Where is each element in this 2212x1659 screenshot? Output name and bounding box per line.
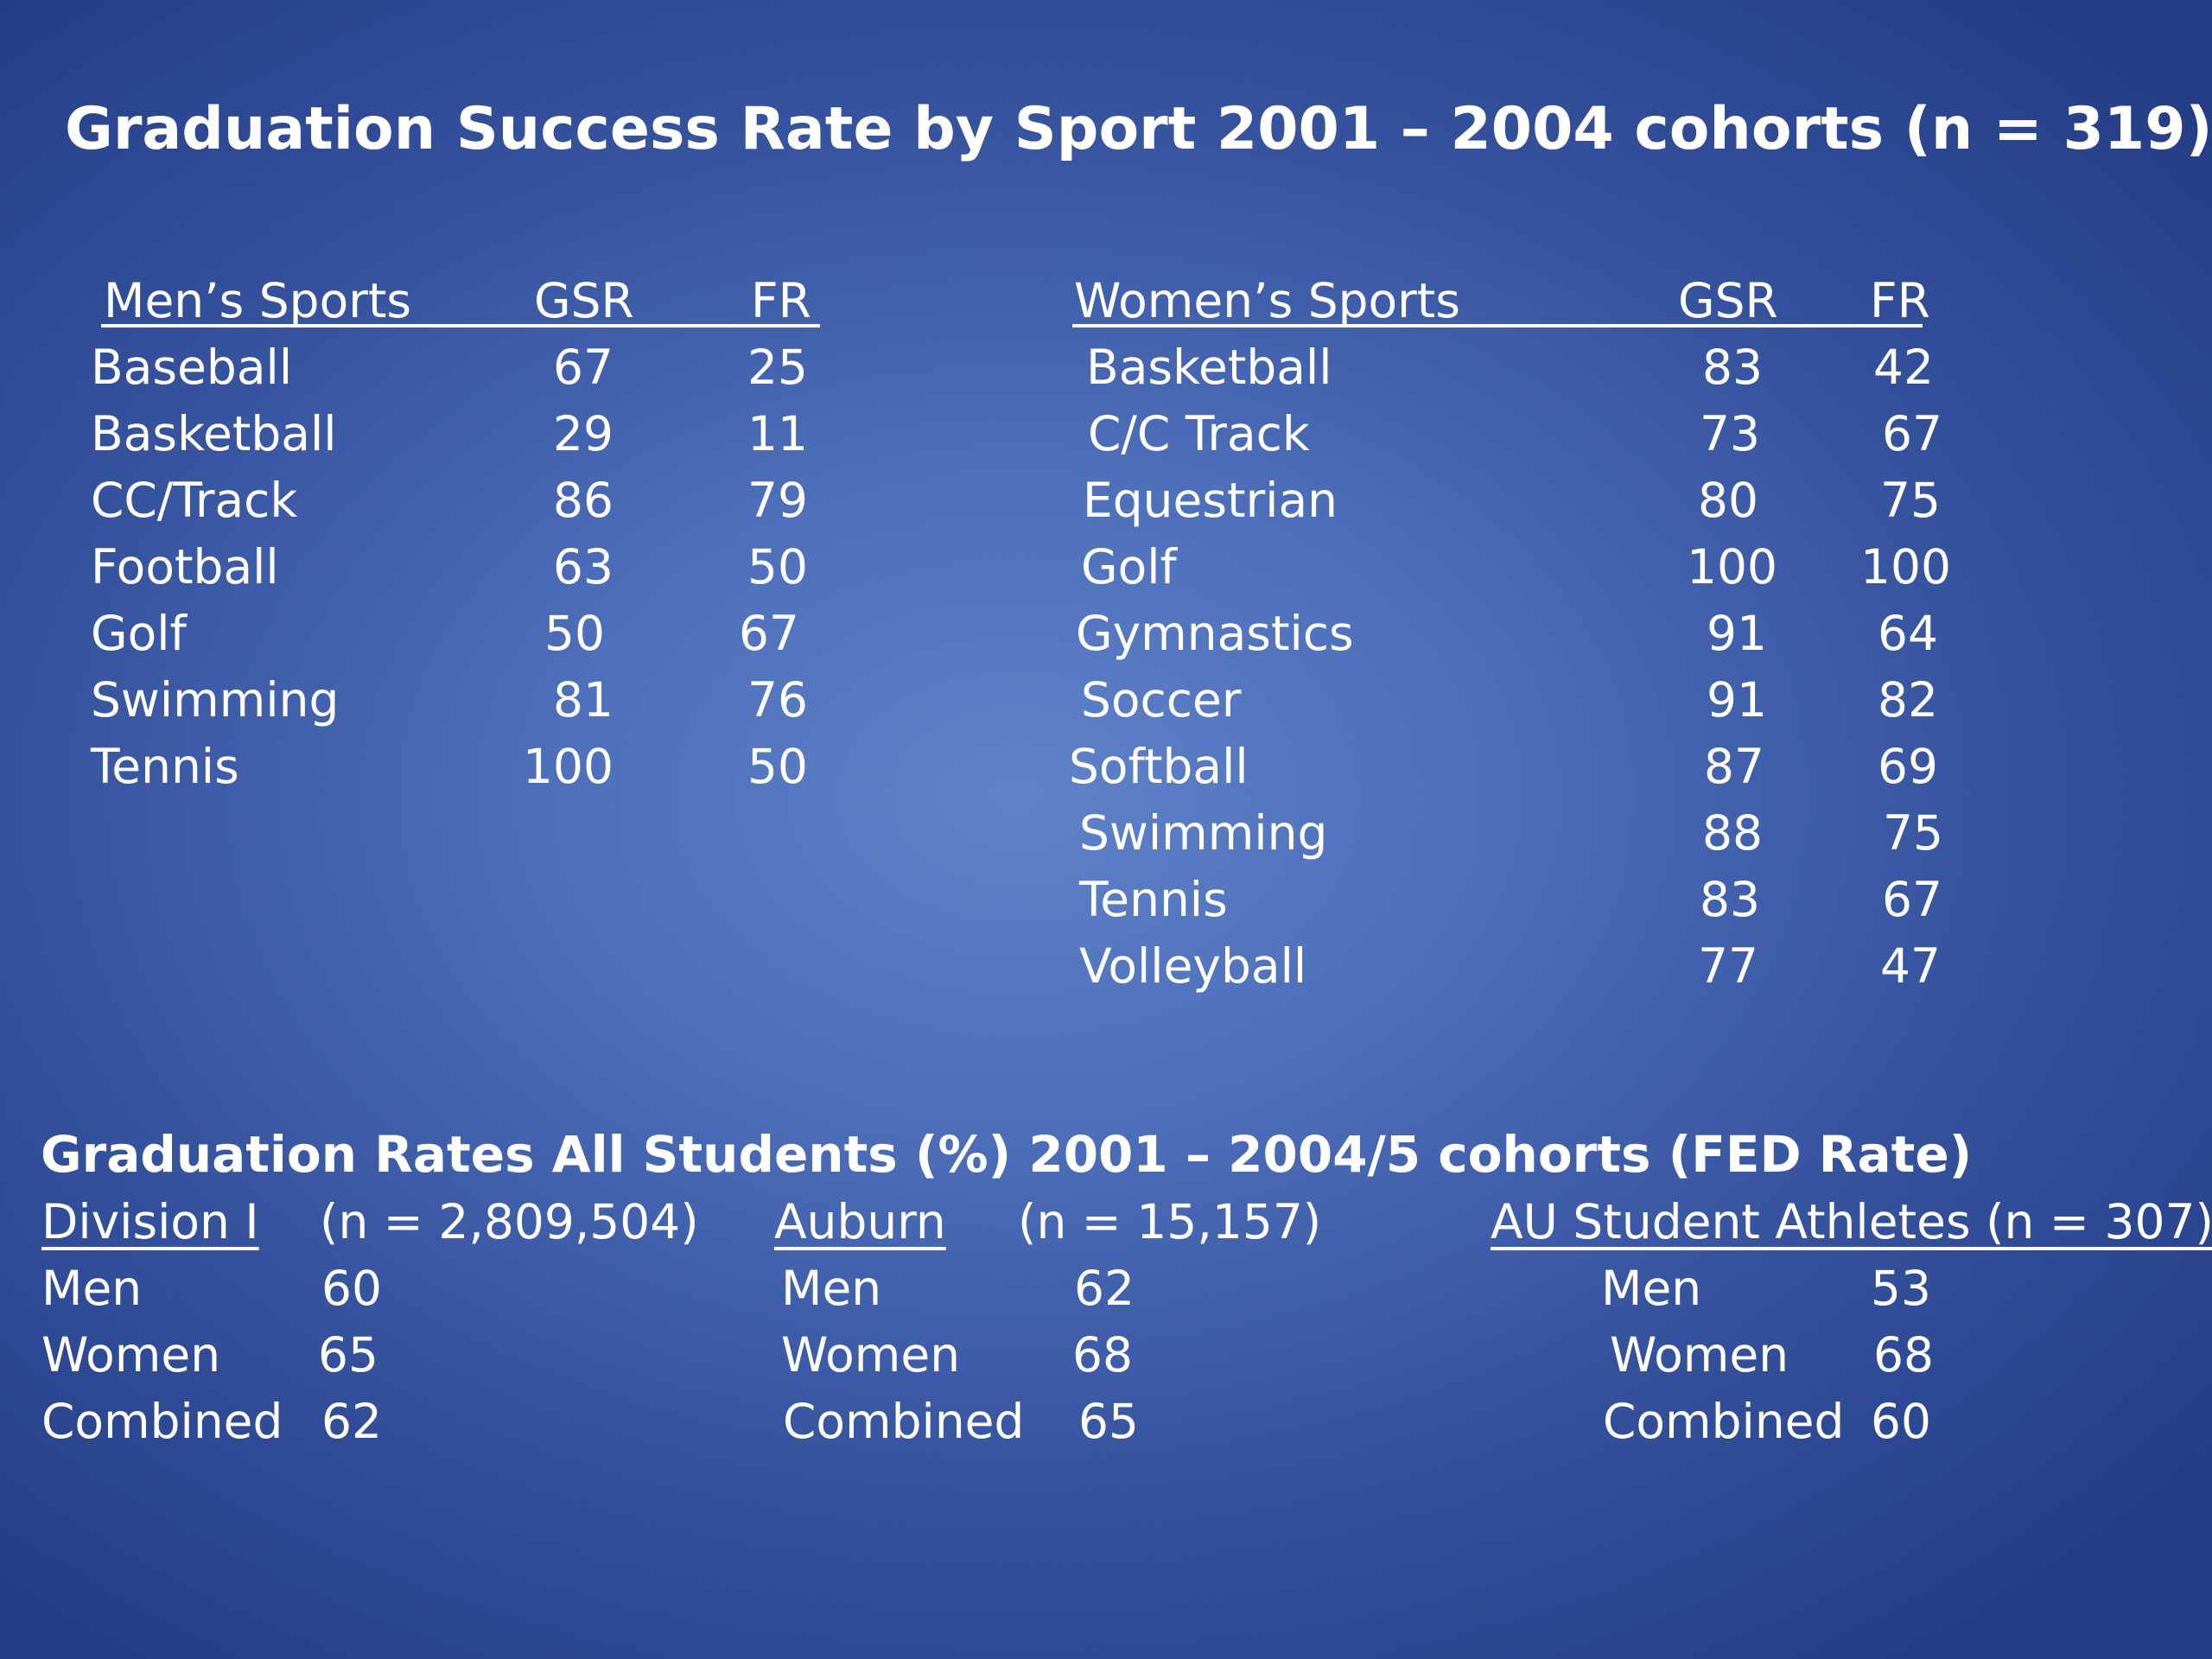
womens-header-gsr: GSR (1678, 273, 1778, 328)
mens-row-sport: Football (91, 539, 279, 594)
auburn-row-label: Men (781, 1261, 882, 1316)
auburn-row-label: Women (781, 1327, 961, 1382)
womens-row-sport: Swimming (1079, 805, 1328, 861)
womens-row-sport: Softball (1069, 739, 1249, 794)
mens-header-gsr: GSR (534, 273, 634, 328)
mens-row-sport: Baseball (91, 340, 293, 395)
mens-row-fr: 50 (747, 739, 808, 794)
all-students-title: Graduation Rates All Students (%) 2001 –… (41, 1125, 1973, 1184)
mens-row-sport: CC/Track (91, 473, 298, 528)
mens-row-gsr: 67 (553, 340, 613, 395)
auburn-row-label: Combined (783, 1394, 1025, 1449)
womens-row-fr: 82 (1878, 672, 1938, 728)
mens-row-gsr: 86 (553, 473, 613, 528)
womens-row-fr: 67 (1882, 406, 1942, 461)
au-athletes-row-label: Women (1610, 1327, 1789, 1382)
womens-row-gsr: 91 (1707, 672, 1767, 728)
womens-header-fr: FR (1870, 273, 1930, 328)
division-i-row-label: Women (41, 1327, 221, 1382)
mens-row-fr: 67 (739, 606, 799, 661)
womens-row-fr: 42 (1873, 340, 1934, 395)
womens-row-gsr: 88 (1702, 805, 1763, 861)
mens-row-fr: 50 (747, 539, 808, 594)
womens-row-gsr: 87 (1704, 739, 1764, 794)
mens-row-gsr: 81 (553, 672, 613, 728)
mens-header-fr: FR (751, 273, 811, 328)
mens-row-fr: 79 (747, 473, 808, 528)
womens-row-gsr: 91 (1707, 606, 1767, 661)
auburn-label: Auburn (774, 1194, 946, 1249)
womens-row-gsr: 83 (1700, 872, 1760, 927)
womens-header-sport: Women’s Sports (1074, 273, 1461, 328)
womens-row-sport: C/C Track (1088, 406, 1310, 461)
au-athletes-label: AU Student Athletes (n = 307) (1491, 1194, 2212, 1249)
slide-title: Graduation Success Rate by Sport 2001 – … (65, 95, 2212, 163)
mens-row-gsr: 100 (523, 739, 613, 794)
division-i-label: Division I (41, 1194, 259, 1249)
womens-row-fr: 69 (1878, 739, 1938, 794)
mens-header-sport: Men’s Sports (104, 273, 412, 328)
division-i-row-value: 62 (321, 1394, 382, 1449)
mens-row-fr: 11 (747, 406, 808, 461)
womens-row-gsr: 80 (1698, 473, 1758, 528)
mens-row-fr: 76 (747, 672, 808, 728)
womens-row-sport: Gymnastics (1076, 606, 1354, 661)
womens-row-sport: Tennis (1079, 872, 1228, 927)
au-athletes-row-value: 68 (1873, 1327, 1934, 1382)
mens-row-sport: Basketball (91, 406, 337, 461)
au-athletes-row-value: 53 (1871, 1261, 1931, 1316)
womens-row-sport: Golf (1081, 539, 1177, 594)
womens-row-fr: 67 (1882, 872, 1942, 927)
womens-row-gsr: 77 (1698, 938, 1758, 994)
mens-row-fr: 25 (747, 340, 808, 395)
mens-row-sport: Golf (91, 606, 187, 661)
division-i-row-value: 65 (318, 1327, 378, 1382)
womens-row-sport: Volleyball (1079, 938, 1307, 994)
auburn-n: (n = 15,157) (1018, 1194, 1322, 1249)
womens-row-fr: 75 (1880, 473, 1941, 528)
womens-row-sport: Basketball (1086, 340, 1332, 395)
womens-row-fr: 64 (1878, 606, 1938, 661)
womens-row-fr: 47 (1880, 938, 1941, 994)
auburn-row-value: 62 (1074, 1261, 1135, 1316)
mens-row-sport: Tennis (91, 739, 239, 794)
au-athletes-row-value: 60 (1871, 1394, 1931, 1449)
auburn-row-value: 68 (1072, 1327, 1133, 1382)
mens-row-gsr: 50 (544, 606, 605, 661)
auburn-row-value: 65 (1078, 1394, 1139, 1449)
womens-row-gsr: 83 (1702, 340, 1763, 395)
au-athletes-row-label: Men (1601, 1261, 1702, 1316)
womens-row-gsr: 73 (1700, 406, 1760, 461)
division-i-row-label: Combined (41, 1394, 283, 1449)
mens-header-underline (101, 324, 820, 327)
womens-row-sport: Soccer (1081, 672, 1242, 728)
womens-row-fr: 100 (1860, 539, 1951, 594)
mens-row-gsr: 29 (553, 406, 613, 461)
division-i-n: (n = 2,809,504) (320, 1194, 699, 1249)
mens-row-gsr: 63 (553, 539, 613, 594)
au-athletes-row-label: Combined (1603, 1394, 1845, 1449)
womens-row-gsr: 100 (1687, 539, 1777, 594)
womens-header-underline (1072, 324, 1923, 327)
division-i-row-value: 60 (321, 1261, 382, 1316)
womens-row-fr: 75 (1883, 805, 1943, 861)
womens-row-sport: Equestrian (1083, 473, 1338, 528)
mens-row-sport: Swimming (91, 672, 340, 728)
division-i-row-label: Men (41, 1261, 143, 1316)
